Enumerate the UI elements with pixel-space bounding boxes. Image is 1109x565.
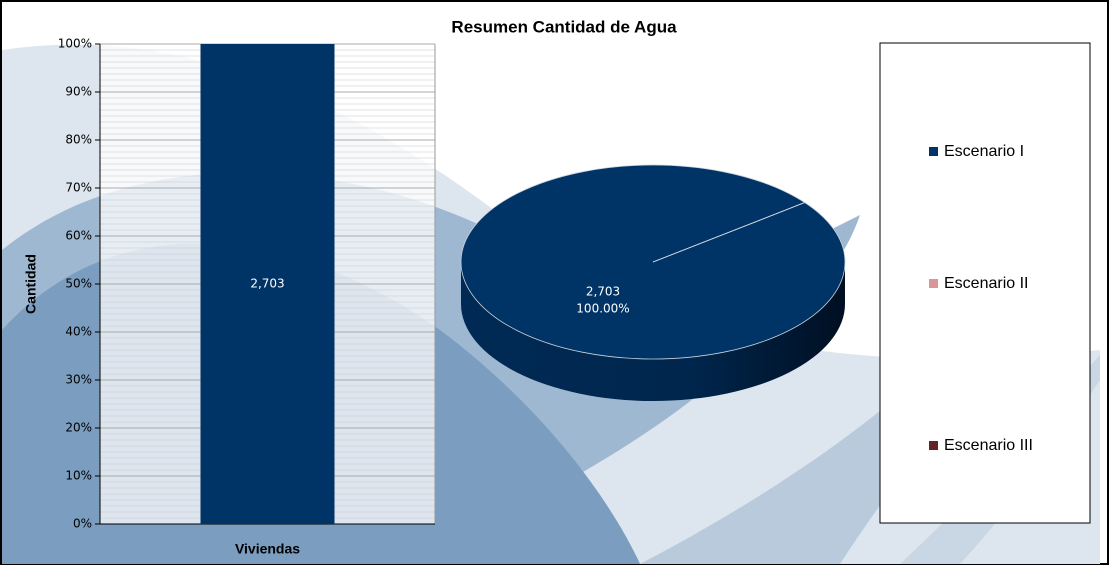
- data-label: 2,703: [250, 277, 284, 291]
- y-tick-label: 0%: [73, 517, 92, 531]
- data-label: 2,703: [586, 285, 620, 299]
- y-tick-label: 60%: [65, 229, 92, 243]
- legend-swatch: [929, 147, 938, 156]
- legend-label: Escenario II: [944, 275, 1028, 292]
- y-tick-label: 30%: [65, 373, 92, 387]
- legend-swatch: [929, 441, 938, 450]
- y-tick-label: 40%: [65, 325, 92, 339]
- y-axis-label: Cantidad: [23, 254, 39, 314]
- value-label: 100.00%: [576, 302, 629, 316]
- legend-label: Escenario III: [944, 437, 1033, 454]
- y-tick-label: 70%: [65, 181, 92, 195]
- y-tick-label: 20%: [65, 421, 92, 435]
- y-tick-label: 100%: [58, 37, 92, 51]
- chart-title: Resumen Cantidad de Agua: [451, 17, 677, 36]
- legend-label: Escenario I: [944, 143, 1024, 160]
- y-tick-label: 10%: [65, 469, 92, 483]
- bar: [200, 44, 335, 524]
- y-tick-label: 50%: [65, 277, 92, 291]
- legend-box: [879, 42, 1091, 524]
- legend-swatch: [929, 279, 938, 288]
- x-tick-label: Viviendas: [235, 541, 300, 557]
- pie-side: [461, 262, 845, 401]
- y-tick-label: 80%: [65, 133, 92, 147]
- y-tick-label: 90%: [65, 85, 92, 99]
